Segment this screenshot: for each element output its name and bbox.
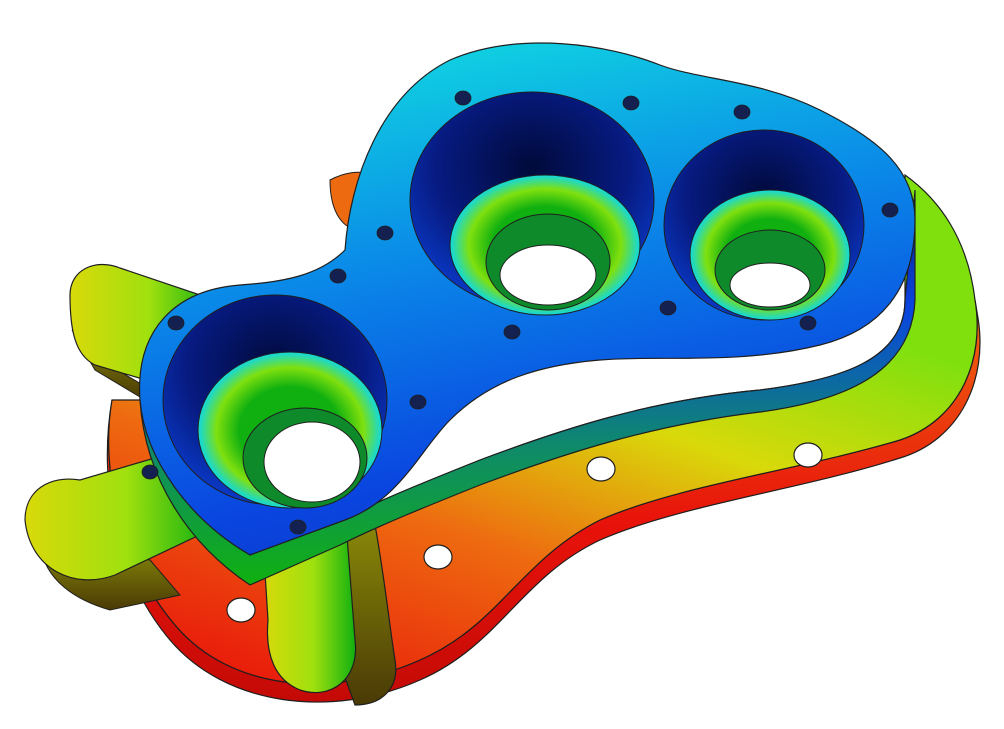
plate-bolt-holes bbox=[226, 442, 823, 623]
plate-hole bbox=[586, 456, 616, 482]
plate-hole bbox=[423, 544, 453, 570]
through-hole-left bbox=[263, 421, 361, 503]
bolt-hole bbox=[454, 90, 472, 106]
bolt-hole bbox=[141, 464, 159, 480]
plate-hole bbox=[226, 597, 256, 623]
bore-left bbox=[162, 294, 388, 509]
bolt-hole bbox=[659, 300, 677, 316]
housing-side-wall bbox=[139, 189, 916, 586]
plate-hole bbox=[793, 442, 823, 468]
bolt-hole bbox=[289, 519, 307, 535]
bolt-hole bbox=[799, 315, 817, 331]
bolt-hole bbox=[503, 324, 521, 340]
bolt-hole bbox=[733, 104, 751, 120]
bolt-hole bbox=[409, 394, 427, 410]
bore-right bbox=[663, 129, 865, 321]
bolt-hole bbox=[329, 268, 347, 284]
through-hole-right bbox=[729, 262, 811, 308]
bolt-hole bbox=[881, 202, 899, 218]
through-hole-center bbox=[499, 244, 597, 306]
bolt-hole bbox=[622, 95, 640, 111]
bolt-hole bbox=[167, 315, 185, 331]
bolt-hole bbox=[376, 225, 394, 241]
bore-center bbox=[409, 91, 655, 316]
housing-bolt-holes bbox=[141, 90, 899, 535]
